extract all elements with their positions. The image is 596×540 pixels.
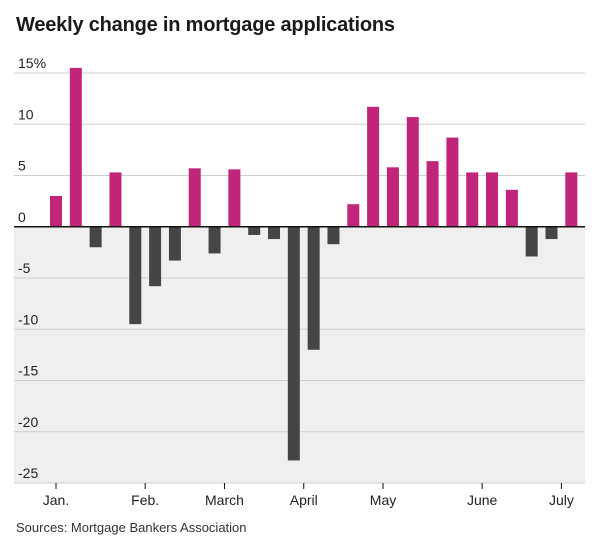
x-tick-label: Jan. xyxy=(43,492,69,508)
x-tick-label: Feb. xyxy=(131,492,159,508)
y-axis-ticks: 15% 10 5 0 -5 -10 -15 -20 -25 xyxy=(18,55,46,481)
bar xyxy=(50,196,62,227)
bar xyxy=(545,226,558,240)
bar xyxy=(525,226,538,257)
bar xyxy=(228,169,241,227)
bar xyxy=(446,137,459,227)
x-tick-label: March xyxy=(205,492,244,508)
bar xyxy=(248,226,261,235)
bar-chart: 15% 10 5 0 -5 -10 -15 -20 -25 Jan. Feb. March April… xyxy=(14,55,585,508)
source-note: Sources: Mortgage Bankers Association xyxy=(16,520,247,535)
bar xyxy=(466,172,479,227)
bar xyxy=(327,226,340,245)
y-tick-label: -5 xyxy=(18,260,31,276)
bar xyxy=(486,172,499,227)
y-tick-label: -10 xyxy=(18,311,38,327)
bar xyxy=(386,167,399,227)
bar xyxy=(208,226,221,254)
chart-title: Weekly change in mortgage applications xyxy=(16,14,395,36)
y-tick-label: 10 xyxy=(18,106,34,122)
bar xyxy=(287,226,300,461)
x-tick-label: June xyxy=(467,492,498,508)
x-tick-label: July xyxy=(549,492,574,508)
bar xyxy=(565,172,578,227)
y-tick-label: -20 xyxy=(18,414,38,430)
bar xyxy=(367,106,380,227)
y-tick-label: 5 xyxy=(18,158,26,174)
bar xyxy=(168,226,181,261)
y-tick-label: -15 xyxy=(18,363,38,379)
bar xyxy=(188,168,201,227)
bar xyxy=(69,67,82,227)
bar xyxy=(109,172,122,227)
bars xyxy=(50,67,578,461)
bar xyxy=(406,117,419,227)
bar xyxy=(307,226,320,350)
bar xyxy=(129,226,142,325)
y-tick-label: 15% xyxy=(18,55,46,71)
x-tick-label: May xyxy=(370,492,396,508)
bar xyxy=(347,204,360,227)
bar xyxy=(505,189,518,227)
x-axis-ticks: Jan. Feb. March April May June July xyxy=(43,483,574,508)
bar xyxy=(149,226,162,287)
bar xyxy=(268,226,281,240)
bar xyxy=(89,226,102,248)
y-tick-label: -25 xyxy=(18,465,38,481)
bar xyxy=(426,161,439,227)
x-tick-label: April xyxy=(290,492,318,508)
y-tick-label: 0 xyxy=(18,209,26,225)
